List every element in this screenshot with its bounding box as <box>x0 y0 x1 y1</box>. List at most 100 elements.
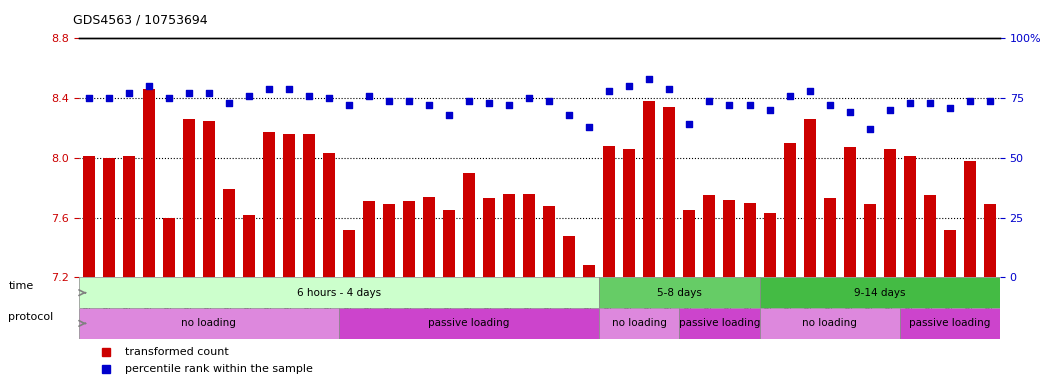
Bar <box>443 210 455 277</box>
Point <box>200 90 217 96</box>
Point <box>941 104 958 111</box>
Bar <box>103 158 114 277</box>
Bar <box>824 198 836 277</box>
Point <box>360 93 377 99</box>
Bar <box>664 107 675 277</box>
Bar <box>383 204 395 277</box>
Point <box>821 102 838 108</box>
Text: GDS4563 / 10753694: GDS4563 / 10753694 <box>73 14 208 27</box>
Point <box>261 86 277 92</box>
Point <box>882 107 898 113</box>
Bar <box>403 201 415 277</box>
Text: 6 hours - 4 days: 6 hours - 4 days <box>297 288 381 298</box>
Bar <box>723 200 735 277</box>
Bar <box>984 204 996 277</box>
Point <box>801 88 818 94</box>
Text: percentile rank within the sample: percentile rank within the sample <box>125 364 312 374</box>
Point <box>681 121 697 127</box>
Point <box>340 102 357 108</box>
FancyBboxPatch shape <box>680 308 759 339</box>
Bar <box>804 119 816 277</box>
Bar <box>223 189 235 277</box>
Point <box>120 90 137 96</box>
Point <box>581 124 598 130</box>
Bar <box>343 230 355 277</box>
FancyBboxPatch shape <box>759 277 1000 308</box>
Bar <box>83 156 94 277</box>
Bar <box>844 147 855 277</box>
Point <box>160 95 177 101</box>
Bar <box>122 156 135 277</box>
Point <box>401 98 418 104</box>
Point <box>862 126 878 132</box>
Point <box>500 102 517 108</box>
Bar <box>904 156 916 277</box>
Point <box>981 98 998 104</box>
Point <box>421 102 438 108</box>
Text: time: time <box>8 281 34 291</box>
Point <box>300 93 317 99</box>
Text: passive loading: passive loading <box>678 318 760 328</box>
Bar <box>603 146 616 277</box>
Point <box>180 90 197 96</box>
FancyBboxPatch shape <box>599 277 759 308</box>
Bar <box>884 149 896 277</box>
Point <box>541 98 558 104</box>
Bar <box>303 134 315 277</box>
Bar <box>864 204 875 277</box>
Point <box>320 95 337 101</box>
Text: passive loading: passive loading <box>909 318 990 328</box>
Text: no loading: no loading <box>611 318 667 328</box>
Text: transformed count: transformed count <box>125 347 228 357</box>
Bar <box>463 173 475 277</box>
Bar <box>783 143 796 277</box>
FancyBboxPatch shape <box>339 308 599 339</box>
Bar <box>142 89 155 277</box>
FancyBboxPatch shape <box>759 308 899 339</box>
Bar <box>322 153 335 277</box>
Bar <box>483 198 495 277</box>
FancyBboxPatch shape <box>79 308 339 339</box>
Point <box>842 109 859 116</box>
FancyBboxPatch shape <box>79 277 599 308</box>
Bar <box>363 201 375 277</box>
Point <box>241 93 258 99</box>
Bar <box>583 265 596 277</box>
Text: 5-8 days: 5-8 days <box>656 288 701 298</box>
Bar <box>283 134 295 277</box>
Point <box>661 86 677 92</box>
Point <box>641 76 658 82</box>
Text: passive loading: passive loading <box>428 318 510 328</box>
Bar <box>704 195 715 277</box>
Point <box>621 83 638 89</box>
Point <box>461 98 477 104</box>
Text: no loading: no loading <box>181 318 237 328</box>
Point <box>81 95 97 101</box>
Bar <box>684 210 695 277</box>
Text: 9-14 days: 9-14 days <box>854 288 906 298</box>
Text: no loading: no loading <box>802 318 857 328</box>
Bar <box>203 121 215 277</box>
Point <box>381 98 398 104</box>
Bar <box>182 119 195 277</box>
Point <box>520 95 537 101</box>
Bar <box>563 235 575 277</box>
Bar <box>263 132 274 277</box>
Bar <box>423 197 436 277</box>
Bar <box>743 203 756 277</box>
FancyBboxPatch shape <box>599 308 680 339</box>
Point <box>901 100 918 106</box>
Bar <box>162 218 175 277</box>
Bar <box>543 206 555 277</box>
Point <box>220 100 237 106</box>
Point <box>101 95 117 101</box>
Bar <box>643 101 655 277</box>
FancyBboxPatch shape <box>899 308 1000 339</box>
Bar <box>763 213 776 277</box>
Point <box>441 112 458 118</box>
Point <box>701 98 718 104</box>
Point <box>761 107 778 113</box>
Point <box>601 88 618 94</box>
Bar <box>623 149 636 277</box>
Bar <box>504 194 515 277</box>
